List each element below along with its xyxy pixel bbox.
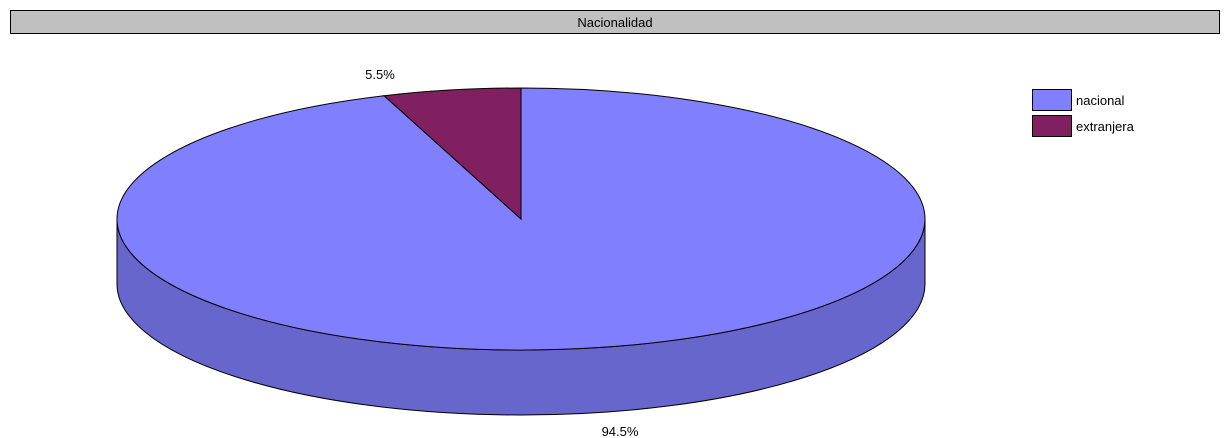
chart-legend: nacional extranjera	[1032, 88, 1134, 140]
data-label-extranjera: 5.5%	[365, 67, 395, 82]
legend-swatch-nacional	[1032, 89, 1072, 111]
chart-title: Nacionalidad	[10, 10, 1220, 34]
pie-group: 94.5% 5.5%	[116, 67, 926, 438]
data-label-nacional: 94.5%	[602, 424, 639, 438]
legend-label-nacional: nacional	[1076, 92, 1125, 108]
legend-item-extranjera: extranjera	[1032, 114, 1134, 138]
pie-slice-extranjera	[382, 87, 522, 221]
legend-swatch-extranjera	[1032, 115, 1072, 137]
legend-item-nacional: nacional	[1032, 88, 1134, 112]
legend-label-extranjera: extranjera	[1076, 118, 1134, 134]
